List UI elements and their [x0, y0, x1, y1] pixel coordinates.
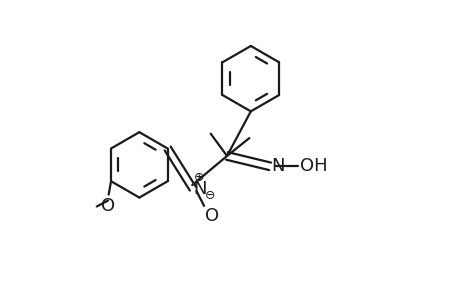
Text: ⊖: ⊖	[204, 189, 215, 202]
Text: O: O	[204, 207, 218, 225]
Text: N: N	[270, 157, 284, 175]
Text: OH: OH	[299, 157, 327, 175]
Text: N: N	[193, 180, 207, 198]
Text: ⊕: ⊕	[193, 171, 204, 184]
Text: O: O	[101, 197, 115, 215]
